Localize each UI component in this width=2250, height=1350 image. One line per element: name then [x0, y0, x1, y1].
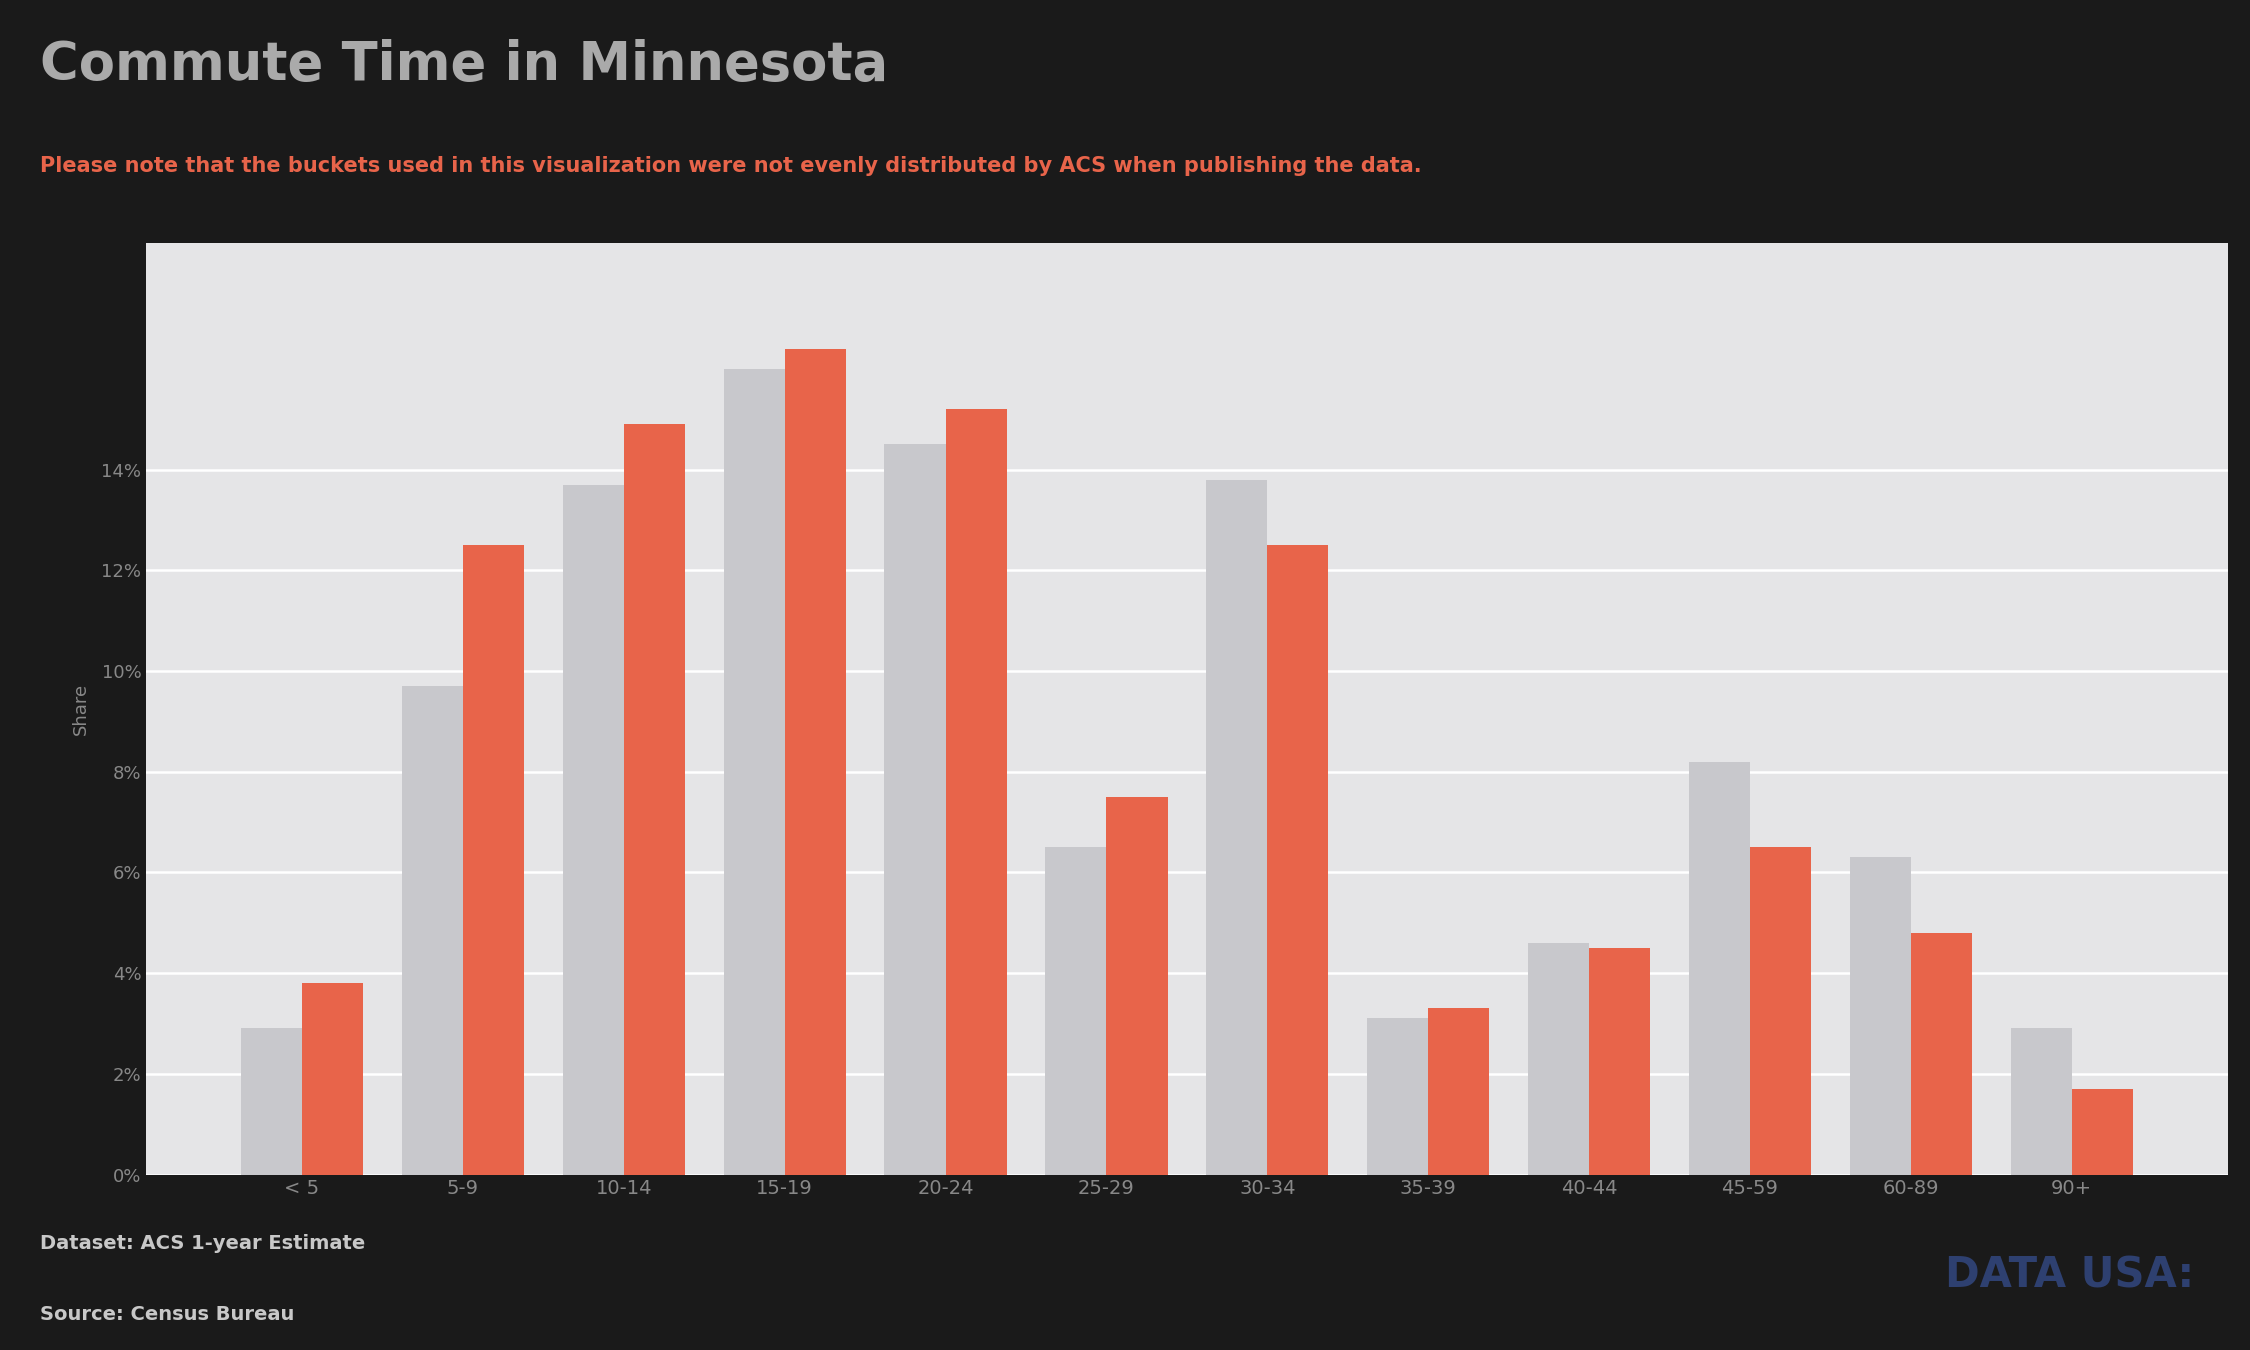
- Bar: [724, 369, 785, 1174]
- Text: Please note that the buckets used in this visualization were not evenly distribu: Please note that the buckets used in thi…: [40, 155, 1422, 176]
- Bar: [2012, 1029, 2072, 1174]
- Text: DATA USA:: DATA USA:: [1944, 1254, 2194, 1297]
- Bar: [945, 409, 1006, 1174]
- Bar: [785, 348, 846, 1174]
- Text: Source: Census Bureau: Source: Census Bureau: [40, 1305, 295, 1324]
- Bar: [1588, 948, 1649, 1174]
- Text: Commute Time in Minnesota: Commute Time in Minnesota: [40, 39, 889, 90]
- Y-axis label: Share: Share: [72, 683, 90, 734]
- Bar: [1267, 545, 1327, 1174]
- Bar: [302, 983, 362, 1174]
- Bar: [241, 1029, 302, 1174]
- Bar: [1046, 848, 1107, 1174]
- Bar: [1368, 1018, 1429, 1174]
- Bar: [464, 545, 524, 1174]
- Bar: [623, 424, 684, 1174]
- Bar: [403, 686, 464, 1174]
- Text: Dataset: ACS 1-year Estimate: Dataset: ACS 1-year Estimate: [40, 1234, 367, 1253]
- Bar: [1690, 761, 1750, 1174]
- Bar: [1750, 848, 1811, 1174]
- Bar: [1206, 479, 1267, 1174]
- Bar: [1910, 933, 1971, 1174]
- Bar: [2072, 1089, 2133, 1174]
- Bar: [1429, 1008, 1490, 1174]
- Bar: [1850, 857, 1910, 1174]
- Bar: [1107, 796, 1168, 1174]
- Bar: [562, 485, 623, 1174]
- Bar: [884, 444, 945, 1174]
- Bar: [1528, 942, 1588, 1174]
